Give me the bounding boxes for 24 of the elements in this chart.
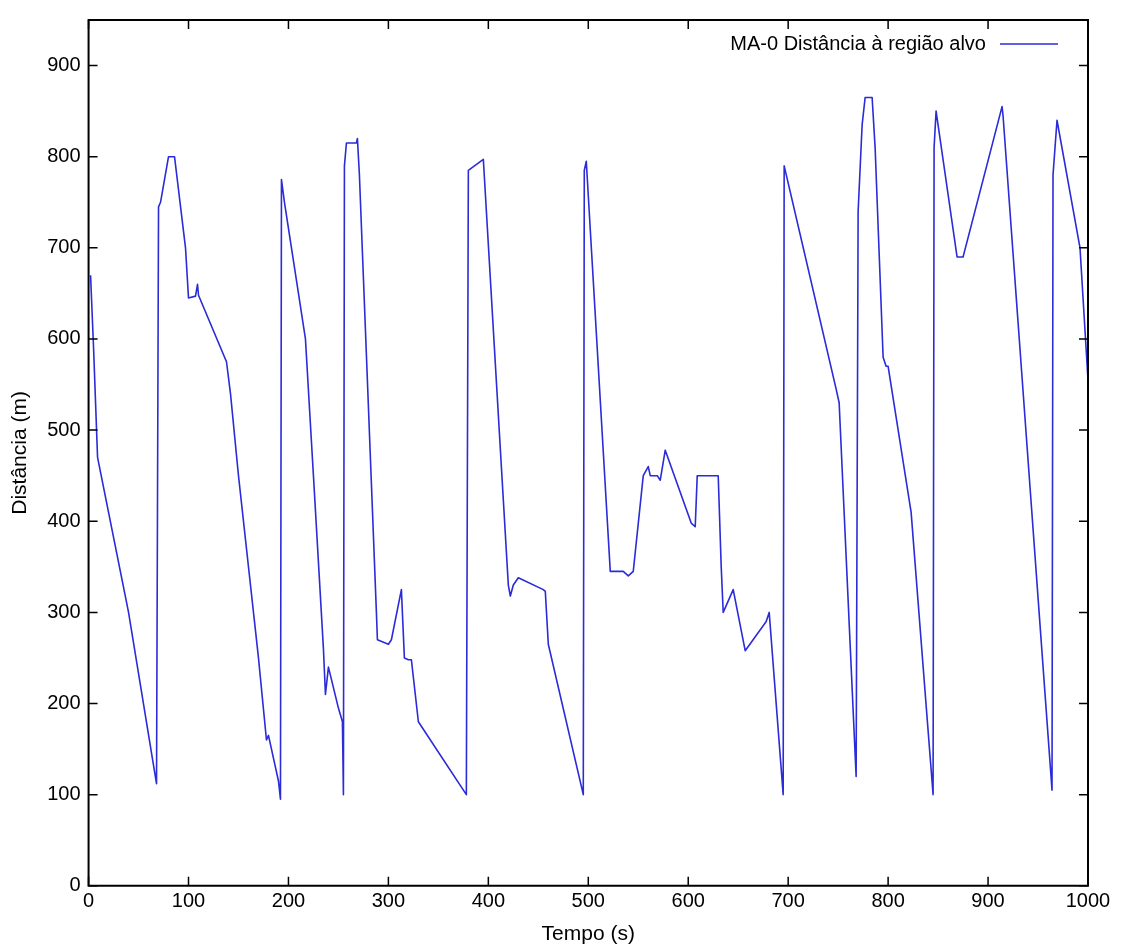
y-tick-label: 500: [47, 417, 81, 440]
y-tick-label: 200: [47, 691, 81, 714]
y-tick-label: 900: [47, 53, 81, 76]
x-tick-label: 600: [671, 889, 705, 912]
y-tick-label: 0: [69, 873, 81, 896]
x-tick-label: 900: [971, 889, 1005, 912]
y-axis-title: Distância (m): [7, 391, 31, 515]
x-axis-title: Tempo (s): [541, 921, 635, 945]
legend-label: MA-0 Distância à região alvo: [730, 31, 986, 54]
x-tick-label: 500: [571, 889, 605, 912]
x-tick-label: 400: [471, 889, 506, 912]
y-tick-label: 100: [47, 782, 81, 805]
y-tick-label: 400: [47, 508, 81, 531]
x-tick-label: 200: [271, 889, 306, 912]
y-tick-label: 600: [47, 326, 81, 349]
y-tick-label: 700: [47, 235, 81, 258]
x-tick-label: 300: [371, 889, 406, 912]
x-tick-label: 100: [171, 889, 206, 912]
x-tick-label: 800: [871, 889, 905, 912]
y-tick-label: 800: [47, 144, 81, 167]
x-tick-label: 1000: [1065, 889, 1111, 912]
x-tick-label: 700: [771, 889, 805, 912]
y-tick-label: 300: [47, 599, 81, 622]
x-tick-label: 0: [83, 889, 95, 912]
